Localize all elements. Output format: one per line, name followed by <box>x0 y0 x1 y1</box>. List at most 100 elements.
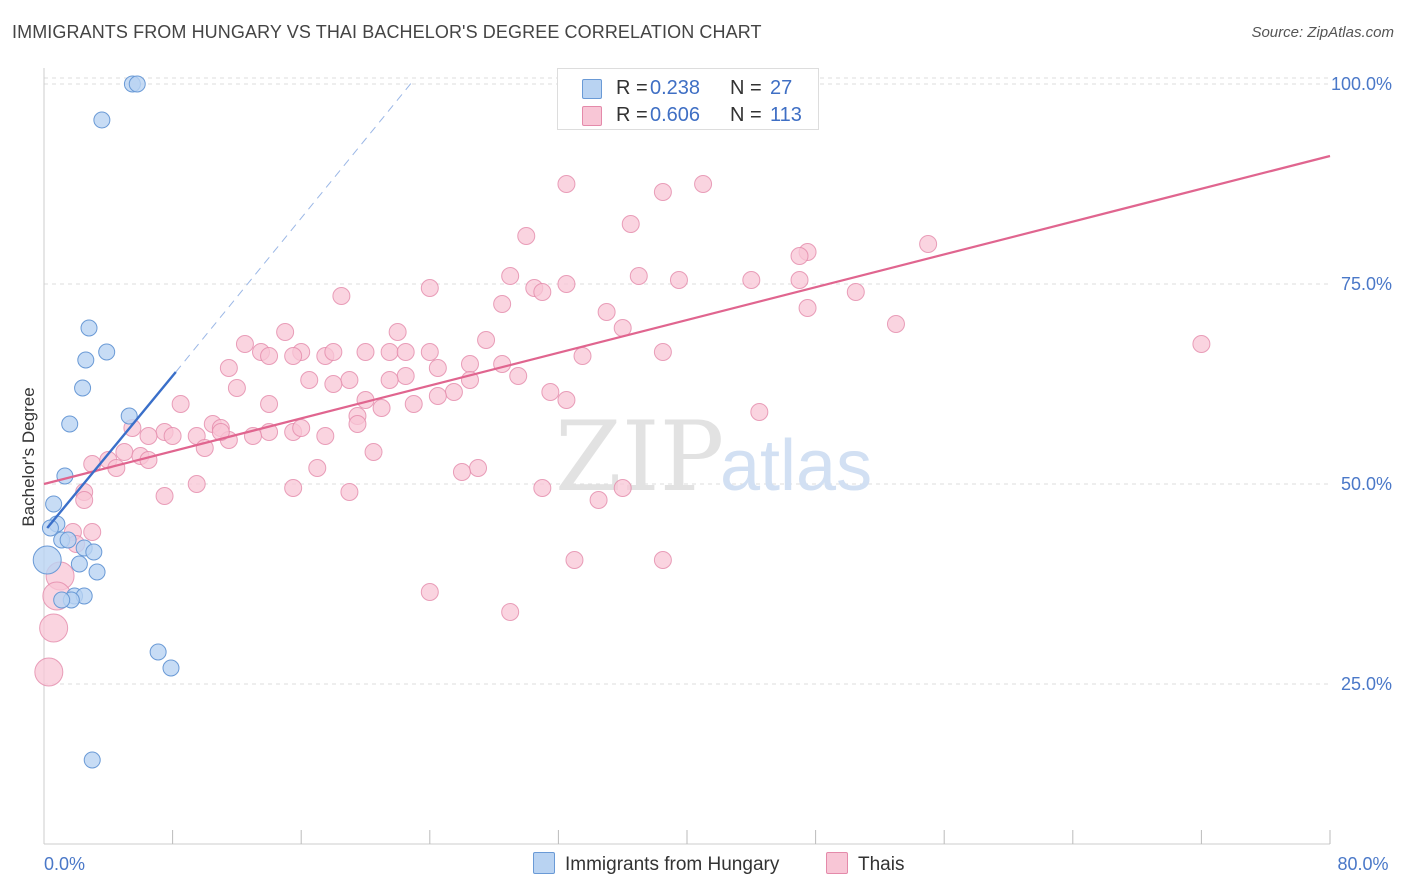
thai-point <box>629 267 648 285</box>
hungary-swatch <box>582 79 602 99</box>
n-value: 27 <box>770 77 793 99</box>
thai-point <box>742 271 761 289</box>
hungary-point <box>77 351 95 369</box>
thai-point <box>420 343 439 361</box>
hungary-point <box>59 531 77 549</box>
thai-point <box>589 491 608 509</box>
thai-swatch <box>582 106 602 126</box>
thai-point <box>420 279 439 297</box>
thai-point <box>155 487 174 505</box>
thai-point <box>750 403 769 421</box>
thai-point <box>790 271 809 289</box>
hungary-point <box>53 591 71 609</box>
thai-point <box>460 355 479 373</box>
thai-point <box>517 227 536 245</box>
thai-trend-line <box>43 154 1331 486</box>
thai-point <box>364 443 383 461</box>
hungary-point <box>83 751 101 769</box>
thai-point <box>39 613 69 643</box>
thai-point <box>171 395 190 413</box>
hungary-legend-swatch <box>533 852 555 874</box>
thai-point <box>790 247 809 265</box>
thai-point <box>1192 335 1211 353</box>
legend-row-hungary: R = 0.238 N = 27 <box>558 75 818 103</box>
thai-point <box>621 215 640 233</box>
thai-point <box>469 459 488 477</box>
thai-point <box>396 343 415 361</box>
thai-point <box>292 419 311 437</box>
thai-point <box>428 359 447 377</box>
thai-point <box>324 343 343 361</box>
y-tick-label: 25.0% <box>1341 674 1392 694</box>
thai-point <box>227 379 246 397</box>
thai-point <box>557 275 576 293</box>
hungary-series <box>32 75 180 769</box>
thai-point <box>388 323 407 341</box>
thai-point <box>493 295 512 313</box>
hungary-point <box>74 379 92 397</box>
thai-point <box>115 443 134 461</box>
thai-legend-swatch <box>826 852 848 874</box>
thai-point <box>533 479 552 497</box>
thai-legend-label: Thais <box>858 854 905 875</box>
r-label: R = <box>616 104 648 126</box>
y-tick-label: 75.0% <box>1341 274 1392 294</box>
thai-point <box>211 423 230 441</box>
y-tick-label: 50.0% <box>1341 474 1392 494</box>
watermark-zip: ZIP <box>555 401 724 513</box>
x-tick-label-min: 0.0% <box>44 854 85 874</box>
thai-point <box>219 359 238 377</box>
hungary-point <box>56 467 74 485</box>
thai-point <box>260 347 279 365</box>
x-tick-label-max: 80.0% <box>1337 854 1388 874</box>
y-tick-labels: 25.0% 50.0% 75.0% 100.0% <box>1331 74 1392 694</box>
thai-point <box>340 483 359 501</box>
trend-lines <box>43 79 1331 529</box>
hungary-point <box>45 495 63 513</box>
y-axis-label: Bachelor's Degree <box>19 387 38 526</box>
thai-point <box>420 583 439 601</box>
thai-point <box>235 335 254 353</box>
thai-point <box>533 283 552 301</box>
thai-point <box>557 391 576 409</box>
thai-point <box>308 459 327 477</box>
thai-point <box>187 475 206 493</box>
n-label: N = <box>730 77 762 99</box>
thai-point <box>284 347 303 365</box>
stats-legend: R = 0.238 N = 27 R = 0.606 N = 113 <box>557 68 819 130</box>
thai-point <box>396 367 415 385</box>
thai-point <box>613 479 632 497</box>
thai-point <box>798 299 817 317</box>
thai-point <box>324 375 343 393</box>
x-axis-ticks <box>172 830 1331 844</box>
thai-point <box>348 415 367 433</box>
hungary-point <box>120 407 138 425</box>
r-value: 0.238 <box>650 77 701 99</box>
legend-item-thais[interactable]: Thais <box>826 852 904 876</box>
thai-point <box>919 235 938 253</box>
thai-point <box>452 463 471 481</box>
n-label: N = <box>730 104 762 126</box>
hungary-point <box>41 519 59 537</box>
thai-point <box>493 355 512 373</box>
chart-title: IMMIGRANTS FROM HUNGARY VS THAI BACHELOR… <box>12 22 762 42</box>
thai-point <box>501 267 520 285</box>
thai-point <box>597 303 616 321</box>
thai-point <box>75 491 94 509</box>
thai-point <box>565 551 584 569</box>
legend-item-hungary[interactable]: Immigrants from Hungary <box>533 852 779 876</box>
thai-point <box>34 657 64 687</box>
thai-point <box>428 387 447 405</box>
thai-point <box>653 343 672 361</box>
thai-point <box>260 395 279 413</box>
thai-point <box>300 371 319 389</box>
thai-point <box>653 183 672 201</box>
y-tick-label: 100.0% <box>1331 74 1392 94</box>
thai-point <box>653 551 672 569</box>
thai-point <box>332 287 351 305</box>
thai-point <box>276 323 295 341</box>
thai-point <box>316 427 335 445</box>
thai-point <box>380 371 399 389</box>
hungary-point <box>32 545 62 575</box>
